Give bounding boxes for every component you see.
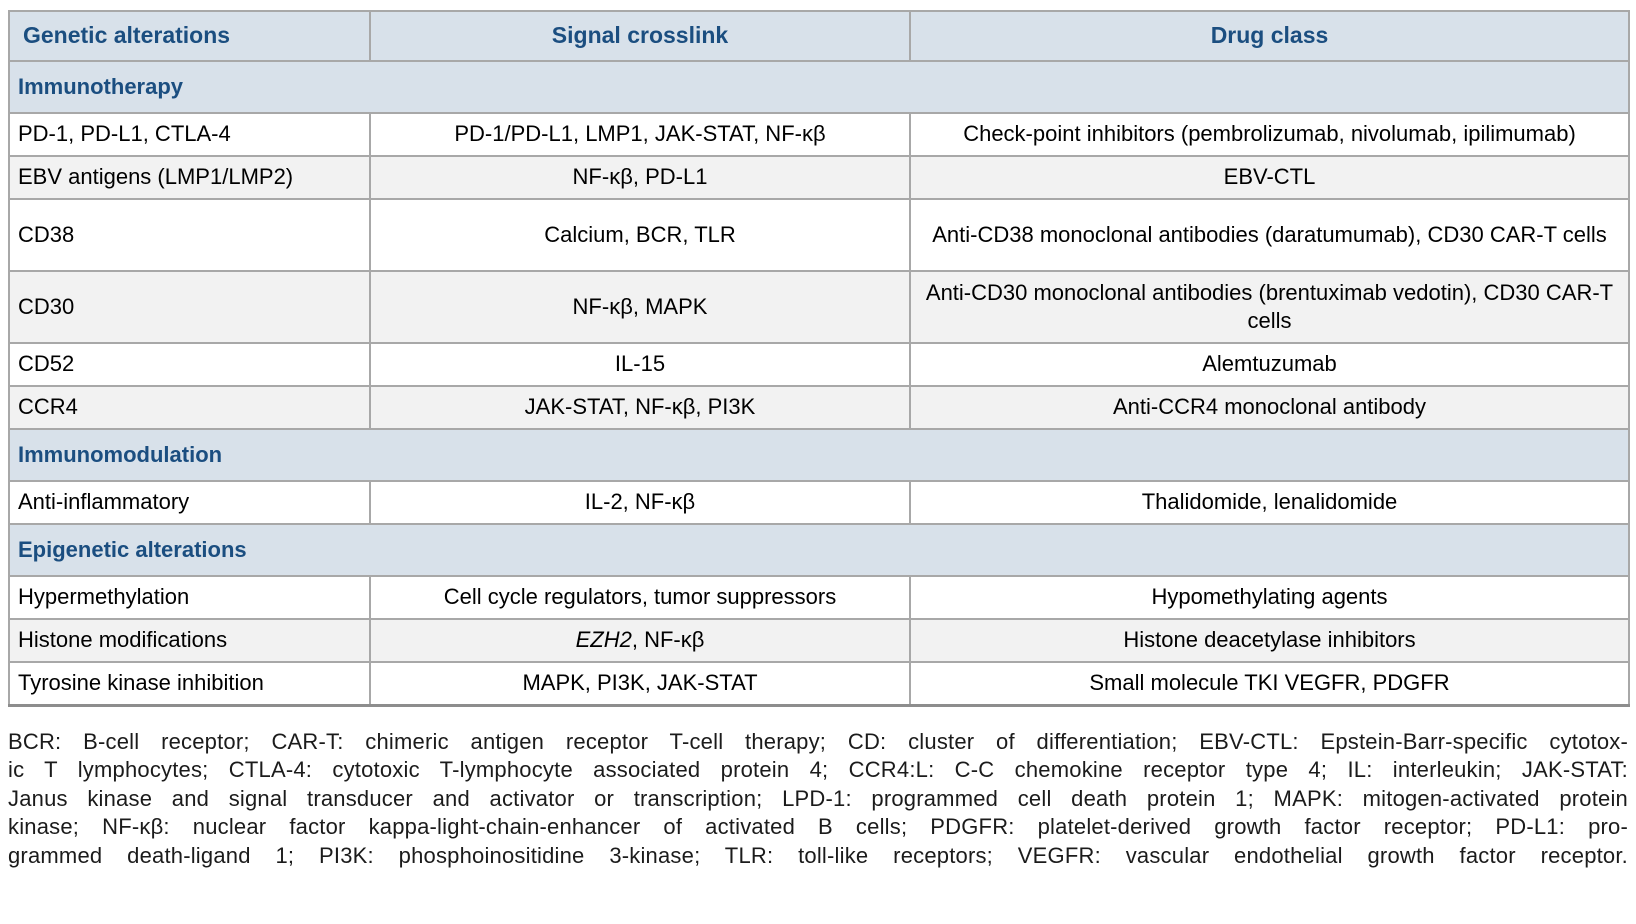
cell-signal-crosslink: MAPK, PI3K, JAK-STAT [369, 661, 911, 706]
cell-genetic-alteration: Anti-inflammatory [8, 480, 371, 525]
table-row: CD38 Calcium, BCR, TLR Anti-CD38 monoclona… [8, 198, 1630, 272]
table-row: Tyrosine kinase inhibition MAPK, PI3K, JA… [8, 661, 1630, 706]
cell-signal-crosslink: NF-κβ, PD-L1 [369, 155, 911, 200]
cell-signal-crosslink: Calcium, BCR, TLR [369, 198, 911, 272]
section-title: Immunomodulation [8, 428, 1630, 482]
cell-signal-crosslink: PD-1/PD-L1, LMP1, JAK-STAT, NF-κβ [369, 112, 911, 157]
cell-genetic-alteration: Tyrosine kinase inhibition [8, 661, 371, 706]
table-header-row: Genetic alterations Signal crosslink Dru… [8, 10, 1630, 62]
cell-signal-crosslink: JAK-STAT, NF-κβ, PI3K [369, 385, 911, 430]
table-row: CD30 NF-κβ, MAPK Anti-CD30 monoclonal anti… [8, 270, 1630, 344]
gene-name-italic: EZH2 [575, 627, 632, 653]
cell-genetic-alteration: Hypermethylation [8, 575, 371, 620]
cell-drug-class: Thalidomide, lenalidomide [909, 480, 1630, 525]
abbreviations-footnote: BCR: B-cell receptor; CAR-T: chimeric an… [8, 728, 1628, 871]
cell-drug-class: Small molecule TKI VEGFR, PDGFR [909, 661, 1630, 706]
table-row: PD-1, PD-L1, CTLA-4 PD-1/PD-L1, LMP1, JAK… [8, 112, 1630, 157]
table-row: CD52 IL-15 Alemtuzumab [8, 342, 1630, 387]
table-row: Anti-inflammatory IL-2, NF-κβ Thalidomide,… [8, 480, 1630, 525]
section-header-row: Immunomodulation [8, 428, 1630, 482]
table-row: CCR4 JAK-STAT, NF-κβ, PI3K Anti-CCR4 monoc… [8, 385, 1630, 430]
therapy-table: Genetic alterations Signal crosslink Dru… [8, 10, 1630, 707]
section-title: Epigenetic alterations [8, 523, 1630, 577]
column-header-genetic-alterations: Genetic alterations [8, 10, 371, 62]
cell-drug-class: Alemtuzumab [909, 342, 1630, 387]
footnote-line: kinase; NF-κβ: nuclear factor kappa-ligh… [8, 814, 1628, 840]
cell-drug-class: Check-point inhibitors (pembrolizumab, n… [909, 112, 1630, 157]
cell-drug-class: Anti-CD30 monoclonal antibodies (brentux… [909, 270, 1630, 344]
cell-genetic-alteration: Histone modifications [8, 618, 371, 663]
footnote-line: BCR: B-cell receptor; CAR-T: chimeric an… [8, 728, 1628, 754]
table-row: Hypermethylation Cell cycle regulators, t… [8, 575, 1630, 620]
cell-genetic-alteration: CD52 [8, 342, 371, 387]
table-row: EBV antigens (LMP1/LMP2) NF-κβ, PD-L1 EBV-… [8, 155, 1630, 200]
cell-signal-crosslink: IL-2, NF-κβ [369, 480, 911, 525]
cell-drug-class: Anti-CD38 monoclonal antibodies (daratum… [909, 198, 1630, 272]
table-row: Histone modifications EZH2, NF-κβ Histone … [8, 618, 1630, 663]
footnote-line: Janus kinase and signal transducer and a… [8, 785, 1628, 811]
column-header-signal-crosslink: Signal crosslink [369, 10, 911, 62]
cell-signal-crosslink: EZH2, NF-κβ [369, 618, 911, 663]
cell-drug-class: Histone deacetylase inhibitors [909, 618, 1630, 663]
section-header-row: Epigenetic alterations [8, 523, 1630, 577]
table-body: Immunotherapy PD-1, PD-L1, CTLA-4 PD-1/PD-… [8, 60, 1630, 706]
cell-drug-class: Anti-CCR4 monoclonal antibody [909, 385, 1630, 430]
cell-drug-class: Hypomethylating agents [909, 575, 1630, 620]
cell-signal-crosslink: IL-15 [369, 342, 911, 387]
cell-genetic-alteration: EBV antigens (LMP1/LMP2) [8, 155, 371, 200]
footnote-line: ic T lymphocytes; CTLA-4: cytotoxic T-ly… [8, 757, 1628, 783]
cell-drug-class: EBV-CTL [909, 155, 1630, 200]
cell-genetic-alteration: PD-1, PD-L1, CTLA-4 [8, 112, 371, 157]
footnote-line: grammed death-ligand 1; PI3K: phosphoino… [8, 842, 1628, 868]
cell-genetic-alteration: CD38 [8, 198, 371, 272]
section-title: Immunotherapy [8, 60, 1630, 114]
column-header-drug-class: Drug class [909, 10, 1630, 62]
cell-genetic-alteration: CD30 [8, 270, 371, 344]
section-header-row: Immunotherapy [8, 60, 1630, 114]
cell-signal-crosslink: Cell cycle regulators, tumor suppressors [369, 575, 911, 620]
cell-signal-crosslink: NF-κβ, MAPK [369, 270, 911, 344]
cell-genetic-alteration: CCR4 [8, 385, 371, 430]
